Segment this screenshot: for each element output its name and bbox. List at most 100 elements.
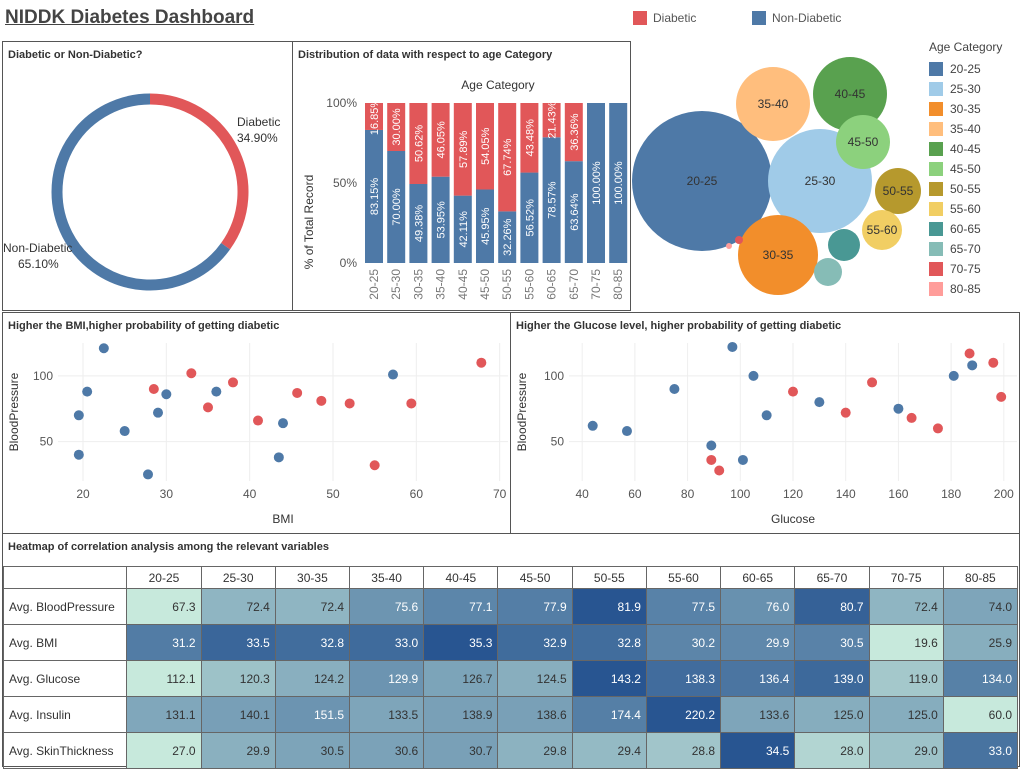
heatmap-cell[interactable]: 74.0 (942, 588, 1019, 625)
glucose-point-nondiabetic[interactable] (748, 370, 759, 381)
bmi-point-diabetic[interactable] (292, 387, 303, 398)
bubble-20-25[interactable] (632, 111, 772, 251)
heatmap-cell[interactable]: 27.0 (126, 732, 202, 769)
glucose-point-diabetic[interactable] (988, 357, 999, 368)
bmi-point-diabetic[interactable] (253, 415, 263, 426)
bmi-point-diabetic[interactable] (344, 398, 355, 409)
bmi-point-diabetic[interactable] (476, 357, 487, 368)
bmi-point-diabetic[interactable] (316, 395, 327, 406)
bar-nondiabetic[interactable] (431, 176, 450, 263)
heatmap-cell[interactable]: 31.2 (126, 624, 202, 661)
bar-diabetic[interactable] (365, 103, 383, 130)
heatmap-cell[interactable]: 33.0 (349, 624, 425, 661)
bubble-70-75[interactable] (735, 236, 743, 244)
heatmap-cell[interactable]: 112.1 (126, 660, 202, 697)
donut-slice-nondiabetic[interactable] (51, 93, 231, 291)
bmi-point-nondiabetic[interactable] (211, 386, 222, 397)
heatmap-cell[interactable]: 134.0 (942, 660, 1019, 697)
bar-nondiabetic[interactable] (498, 211, 517, 263)
bar-nondiabetic[interactable] (387, 151, 406, 263)
bar-diabetic[interactable] (520, 103, 539, 173)
age-legend-item[interactable]: 55-60 (929, 199, 1002, 219)
glucose-point-diabetic[interactable] (788, 386, 798, 397)
heatmap-cell[interactable]: 25.9 (942, 624, 1019, 661)
heatmap-cell[interactable]: 125.0 (794, 696, 870, 733)
heatmap-cell[interactable]: 151.5 (274, 696, 351, 733)
age-legend-item[interactable]: 80-85 (929, 279, 1002, 299)
bmi-point-diabetic[interactable] (406, 398, 417, 409)
heatmap-cell[interactable]: 33.5 (200, 624, 276, 661)
heatmap-cell[interactable]: 30.5 (794, 624, 870, 661)
bubble-40-45[interactable] (813, 57, 887, 131)
bar-nondiabetic[interactable] (587, 103, 605, 263)
bmi-point-nondiabetic[interactable] (388, 369, 398, 380)
heatmap-cell[interactable]: 72.4 (868, 588, 944, 625)
bmi-point-nondiabetic[interactable] (153, 407, 163, 418)
bar-diabetic[interactable] (453, 103, 472, 196)
glucose-point-nondiabetic[interactable] (814, 397, 825, 408)
bubble-35-40[interactable] (736, 67, 810, 141)
bar-nondiabetic[interactable] (453, 195, 472, 263)
glucose-point-diabetic[interactable] (840, 407, 851, 418)
bmi-point-diabetic[interactable] (186, 368, 197, 379)
glucose-point-nondiabetic[interactable] (669, 384, 680, 394)
heatmap-cell[interactable]: 124.2 (274, 660, 351, 697)
bar-nondiabetic[interactable] (609, 103, 628, 263)
heatmap-cell[interactable]: 72.4 (200, 588, 276, 625)
age-legend-item[interactable]: 35-40 (929, 119, 1002, 139)
bar-diabetic[interactable] (498, 103, 517, 212)
age-legend-item[interactable]: 20-25 (929, 59, 1002, 79)
glucose-point-diabetic[interactable] (932, 423, 943, 434)
bar-diabetic[interactable] (542, 103, 561, 138)
glucose-point-diabetic[interactable] (867, 377, 878, 388)
bmi-point-nondiabetic[interactable] (161, 389, 172, 400)
heatmap-cell[interactable]: 32.8 (274, 624, 351, 661)
legend-nondiabetic[interactable]: Non-Diabetic (752, 11, 841, 25)
glucose-point-nondiabetic[interactable] (706, 440, 717, 451)
heatmap-cell[interactable]: 19.6 (868, 624, 944, 661)
bmi-point-diabetic[interactable] (228, 377, 238, 388)
heatmap-cell[interactable]: 220.2 (645, 696, 722, 733)
heatmap-cell[interactable]: 34.5 (720, 732, 796, 769)
heatmap-cell[interactable]: 29.8 (497, 732, 573, 769)
heatmap-cell[interactable]: 119.0 (868, 660, 944, 697)
age-legend-item[interactable]: 65-70 (929, 239, 1002, 259)
bubble-50-55[interactable] (875, 168, 921, 214)
heatmap-cell[interactable]: 28.0 (794, 732, 870, 769)
heatmap-cell[interactable]: 72.4 (274, 588, 351, 625)
heatmap-cell[interactable]: 131.1 (126, 696, 202, 733)
glucose-point-diabetic[interactable] (964, 348, 975, 359)
legend-diabetic[interactable]: Diabetic (633, 11, 696, 25)
glucose-point-nondiabetic[interactable] (727, 341, 738, 352)
bubble-55-60[interactable] (862, 210, 902, 250)
heatmap-cell[interactable]: 35.3 (423, 624, 499, 661)
heatmap-cell[interactable]: 138.9 (423, 696, 499, 733)
bar-nondiabetic[interactable] (409, 183, 428, 263)
heatmap-cell[interactable]: 30.7 (423, 732, 499, 769)
bmi-point-diabetic[interactable] (148, 384, 159, 394)
age-legend-item[interactable]: 70-75 (929, 259, 1002, 279)
heatmap-cell[interactable]: 133.6 (720, 696, 796, 733)
bmi-point-nondiabetic[interactable] (273, 452, 284, 463)
bar-diabetic[interactable] (564, 103, 583, 162)
age-legend-item[interactable]: 60-65 (929, 219, 1002, 239)
heatmap-cell[interactable]: 81.9 (571, 588, 647, 625)
glucose-point-nondiabetic[interactable] (893, 403, 904, 414)
heatmap-cell[interactable]: 126.7 (423, 660, 499, 697)
glucose-point-nondiabetic[interactable] (948, 370, 959, 381)
glucose-point-nondiabetic[interactable] (621, 426, 632, 437)
age-legend-item[interactable]: 45-50 (929, 159, 1002, 179)
heatmap-cell[interactable]: 77.1 (423, 588, 499, 625)
heatmap-cell[interactable]: 32.8 (571, 624, 647, 661)
heatmap-cell[interactable]: 29.0 (868, 732, 944, 769)
donut-slice-diabetic[interactable] (149, 93, 249, 250)
heatmap-cell[interactable]: 28.8 (645, 732, 722, 769)
bubble-60-65[interactable] (828, 229, 860, 261)
bar-diabetic[interactable] (409, 103, 428, 184)
heatmap-cell[interactable]: 139.0 (794, 660, 870, 697)
bmi-point-diabetic[interactable] (203, 402, 213, 413)
glucose-point-diabetic[interactable] (714, 465, 725, 476)
heatmap-cell[interactable]: 76.0 (720, 588, 796, 625)
heatmap-cell[interactable]: 120.3 (200, 660, 276, 697)
glucose-point-nondiabetic[interactable] (587, 420, 598, 431)
